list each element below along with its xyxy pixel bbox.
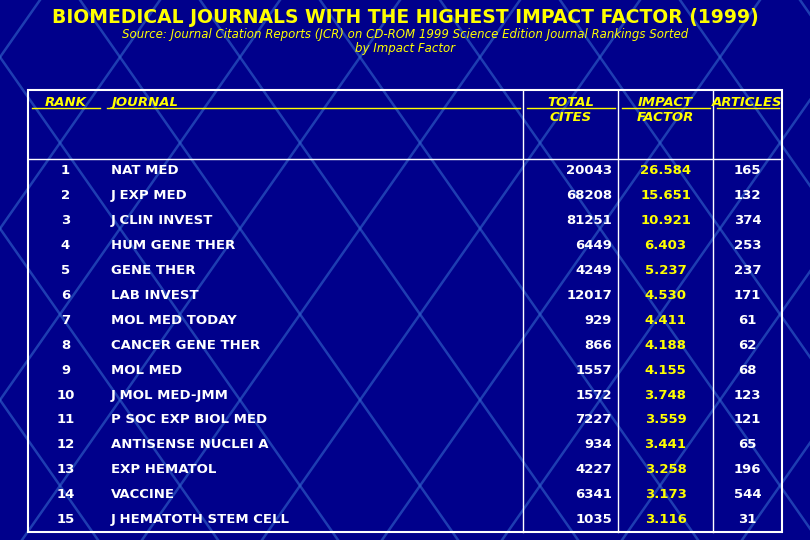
Text: J CLIN INVEST: J CLIN INVEST [111,214,213,227]
Text: 866: 866 [584,339,612,352]
Text: BIOMEDICAL JOURNALS WITH THE HIGHEST IMPACT FACTOR (1999): BIOMEDICAL JOURNALS WITH THE HIGHEST IMP… [52,8,758,27]
Text: 10.921: 10.921 [640,214,691,227]
Text: 1572: 1572 [575,389,612,402]
Text: J HEMATOTH STEM CELL: J HEMATOTH STEM CELL [111,513,290,526]
Text: 3.748: 3.748 [645,389,687,402]
Text: 14: 14 [57,488,75,501]
Text: 4.188: 4.188 [645,339,687,352]
Text: 196: 196 [734,463,761,476]
Text: 13: 13 [57,463,75,476]
Text: 253: 253 [734,239,761,252]
Text: 544: 544 [734,488,761,501]
Text: J MOL MED-JMM: J MOL MED-JMM [111,389,229,402]
Text: NAT MED: NAT MED [111,165,179,178]
Text: MOL MED: MOL MED [111,363,182,377]
Text: 3.441: 3.441 [645,438,687,451]
Text: 68: 68 [738,363,757,377]
Text: 3.559: 3.559 [645,414,686,427]
Text: 934: 934 [584,438,612,451]
Text: 4.155: 4.155 [645,363,686,377]
Text: 929: 929 [585,314,612,327]
Text: 3.173: 3.173 [645,488,686,501]
Text: 132: 132 [734,190,761,202]
Text: 171: 171 [734,289,761,302]
Text: 4.411: 4.411 [645,314,686,327]
Text: FACTOR: FACTOR [637,111,694,124]
Text: VACCINE: VACCINE [111,488,175,501]
Text: LAB INVEST: LAB INVEST [111,289,198,302]
Text: TOTAL: TOTAL [547,96,594,109]
Text: 237: 237 [734,264,761,277]
Text: 81251: 81251 [566,214,612,227]
Text: 4227: 4227 [575,463,612,476]
Text: 62: 62 [738,339,757,352]
Text: 5: 5 [61,264,70,277]
Text: 4249: 4249 [575,264,612,277]
Text: P SOC EXP BIOL MED: P SOC EXP BIOL MED [111,414,267,427]
Text: 6: 6 [61,289,70,302]
Text: J EXP MED: J EXP MED [111,190,188,202]
Text: 1: 1 [61,165,70,178]
Text: 65: 65 [738,438,757,451]
Text: 1035: 1035 [575,513,612,526]
Text: CANCER GENE THER: CANCER GENE THER [111,339,260,352]
Text: 7: 7 [61,314,70,327]
Text: 121: 121 [734,414,761,427]
Text: 4: 4 [61,239,70,252]
Text: 11: 11 [57,414,75,427]
Text: 4.530: 4.530 [645,289,687,302]
Text: 3.258: 3.258 [645,463,686,476]
Text: 6.403: 6.403 [645,239,687,252]
Text: 20043: 20043 [566,165,612,178]
Text: RANK: RANK [45,96,87,109]
Text: 68208: 68208 [566,190,612,202]
Text: ARTICLES: ARTICLES [712,96,782,109]
Text: GENE THER: GENE THER [111,264,195,277]
Text: 12017: 12017 [566,289,612,302]
Bar [28,90,782,532]
Text: 123: 123 [734,389,761,402]
Text: 61: 61 [738,314,757,327]
Text: 1557: 1557 [575,363,612,377]
Text: 10: 10 [57,389,75,402]
Text: 7227: 7227 [575,414,612,427]
Text: 8: 8 [61,339,70,352]
Text: 2: 2 [61,190,70,202]
Text: Source: Journal Citation Reports (JCR) on CD-ROM 1999 Science Edition Journal Ra: Source: Journal Citation Reports (JCR) o… [122,28,688,41]
Text: HUM GENE THER: HUM GENE THER [111,239,235,252]
Text: 26.584: 26.584 [640,165,691,178]
Text: IMPACT: IMPACT [638,96,693,109]
Text: 6341: 6341 [575,488,612,501]
Text: EXP HEMATOL: EXP HEMATOL [111,463,216,476]
Text: 5.237: 5.237 [645,264,686,277]
Text: 31: 31 [738,513,757,526]
Text: 15: 15 [57,513,75,526]
Text: by Impact Factor: by Impact Factor [355,42,455,55]
Text: ANTISENSE NUCLEI A: ANTISENSE NUCLEI A [111,438,268,451]
Text: 12: 12 [57,438,75,451]
Text: 165: 165 [734,165,761,178]
Text: 15.651: 15.651 [640,190,691,202]
Text: 9: 9 [61,363,70,377]
Text: MOL MED TODAY: MOL MED TODAY [111,314,237,327]
Text: 3.116: 3.116 [645,513,686,526]
Text: JOURNAL: JOURNAL [111,96,178,109]
Text: 374: 374 [734,214,761,227]
Text: CITES: CITES [549,111,591,124]
Text: 3: 3 [61,214,70,227]
Text: 6449: 6449 [575,239,612,252]
